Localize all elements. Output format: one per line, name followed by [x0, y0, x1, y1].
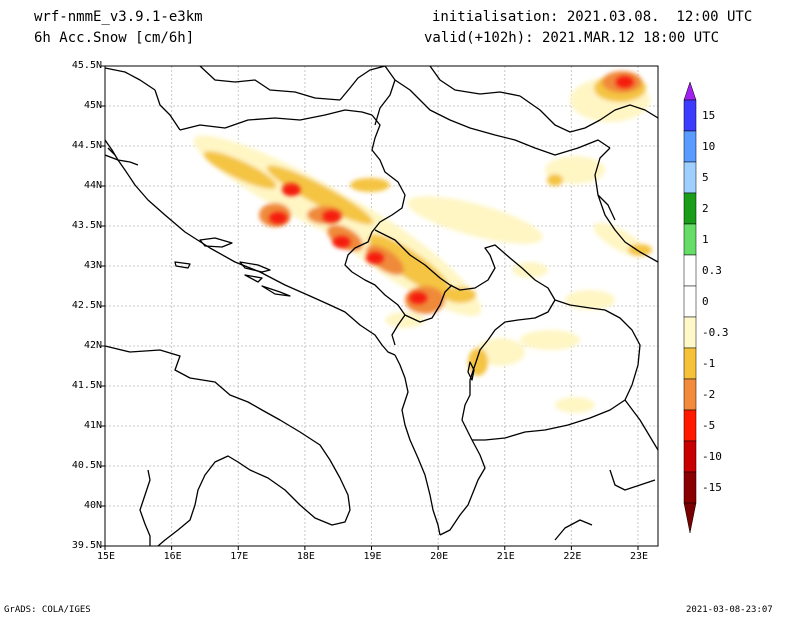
snow-max-cell	[409, 292, 428, 304]
valid-time: valid(+102h): 2021.MAR.12 18:00 UTC	[424, 30, 720, 46]
colorbar-segment	[683, 409, 697, 442]
model-title: wrf-nmmE_v3.9.1-e3km	[34, 9, 203, 25]
snow-max-cell	[365, 252, 384, 264]
lon-label: 23E	[630, 551, 649, 562]
colorbar-segment	[683, 254, 697, 287]
colorbar-label: 0.3	[702, 264, 722, 277]
snow-max-cell	[269, 212, 288, 224]
lon-label: 19E	[363, 551, 382, 562]
colorbar-segment	[683, 285, 697, 318]
lat-label: 44.5N	[71, 140, 102, 151]
footer-grads: GrADS: COLA/IGES	[4, 605, 91, 615]
colorbar-label: 0	[702, 295, 709, 308]
colorbar-label: -0.3	[702, 326, 729, 339]
lon-label: 18E	[296, 551, 315, 562]
lat-label: 41N	[83, 420, 102, 431]
lat-label: 43N	[83, 260, 102, 271]
colorbar-segment	[683, 471, 697, 504]
colorbar-bottom-arrow	[683, 502, 697, 534]
snow-maxima	[269, 76, 634, 304]
init-time: initialisation: 2021.03.08. 12:00 UTC	[432, 9, 753, 25]
colorbar-label: 15	[702, 109, 716, 122]
colorbar-label: 10	[702, 140, 716, 153]
lon-label: 16E	[163, 551, 182, 562]
lat-label: 43.5N	[71, 220, 102, 231]
lat-label: 45.5N	[71, 60, 102, 71]
colorbar-segment	[683, 161, 697, 194]
lat-label: 42N	[83, 340, 102, 351]
lon-label: 21E	[496, 551, 515, 562]
lat-label: 42.5N	[71, 300, 102, 311]
colorbar-top-arrow	[683, 81, 697, 101]
lat-label: 39.5N	[71, 540, 102, 551]
footer-timestamp: 2021-03-08-23:07	[686, 605, 773, 615]
variable-title: 6h Acc.Snow [cm/6h]	[34, 30, 195, 46]
lat-label: 44N	[83, 180, 102, 191]
colorbar-segment	[683, 223, 697, 256]
snow-max-cell	[615, 76, 634, 88]
colorbar-label: 2	[702, 202, 709, 215]
lat-label: 40.5N	[71, 460, 102, 471]
lon-label: 15E	[97, 551, 116, 562]
colorbar-segment	[683, 347, 697, 380]
colorbar-label: -10	[702, 450, 722, 463]
colorbar-label: -15	[702, 481, 722, 494]
colorbar-segment	[683, 192, 697, 225]
lon-label: 22E	[563, 551, 582, 562]
colorbar-segment	[683, 378, 697, 411]
colorbar-label: -2	[702, 388, 716, 401]
colorbar-segment	[683, 130, 697, 163]
snow-max-cell	[282, 184, 301, 196]
colorbar-segment	[683, 440, 697, 473]
colorbar-segment	[683, 316, 697, 349]
lon-label: 17E	[230, 551, 249, 562]
snow-max-cell	[332, 236, 351, 248]
colorbar-label: -1	[702, 357, 716, 370]
colorbar-segment	[683, 99, 697, 132]
snow-max-cell	[322, 210, 341, 223]
lat-label: 45N	[83, 100, 102, 111]
lat-label: 40N	[83, 500, 102, 511]
colorbar-label: 5	[702, 171, 709, 184]
lat-label: 41.5N	[71, 380, 102, 391]
colorbar-label: -5	[702, 419, 716, 432]
lon-label: 20E	[430, 551, 449, 562]
colorbar-label: 1	[702, 233, 709, 246]
coastlines-and-borders	[105, 66, 658, 546]
snow-field	[193, 71, 652, 413]
